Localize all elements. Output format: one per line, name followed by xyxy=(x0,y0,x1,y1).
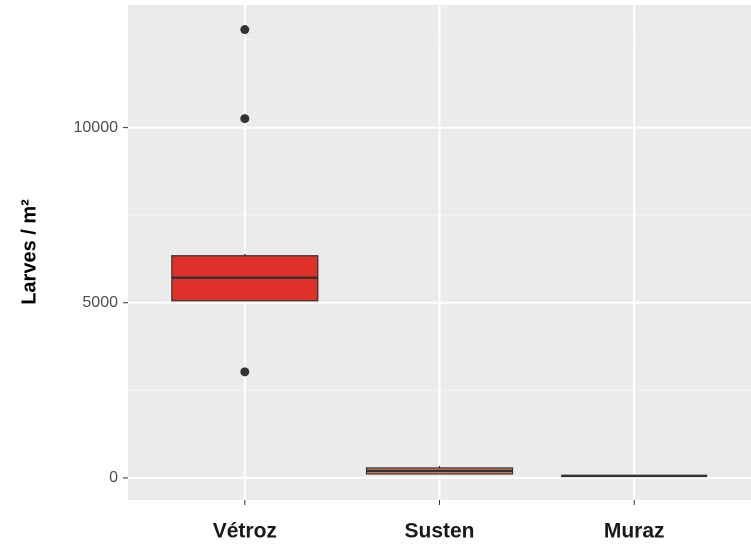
y-tick-label: 10000 xyxy=(74,119,119,136)
y-tick-label: 0 xyxy=(109,469,118,486)
x-tick-label: Susten xyxy=(404,520,474,543)
outlier xyxy=(240,25,250,35)
y-tick-label: 5000 xyxy=(82,294,118,311)
y-axis-label: Larves / m² xyxy=(18,199,40,305)
x-tick-label: Muraz xyxy=(604,520,665,543)
outlier xyxy=(240,114,250,124)
outlier xyxy=(240,367,250,377)
x-tick-label: Vétroz xyxy=(213,520,277,543)
